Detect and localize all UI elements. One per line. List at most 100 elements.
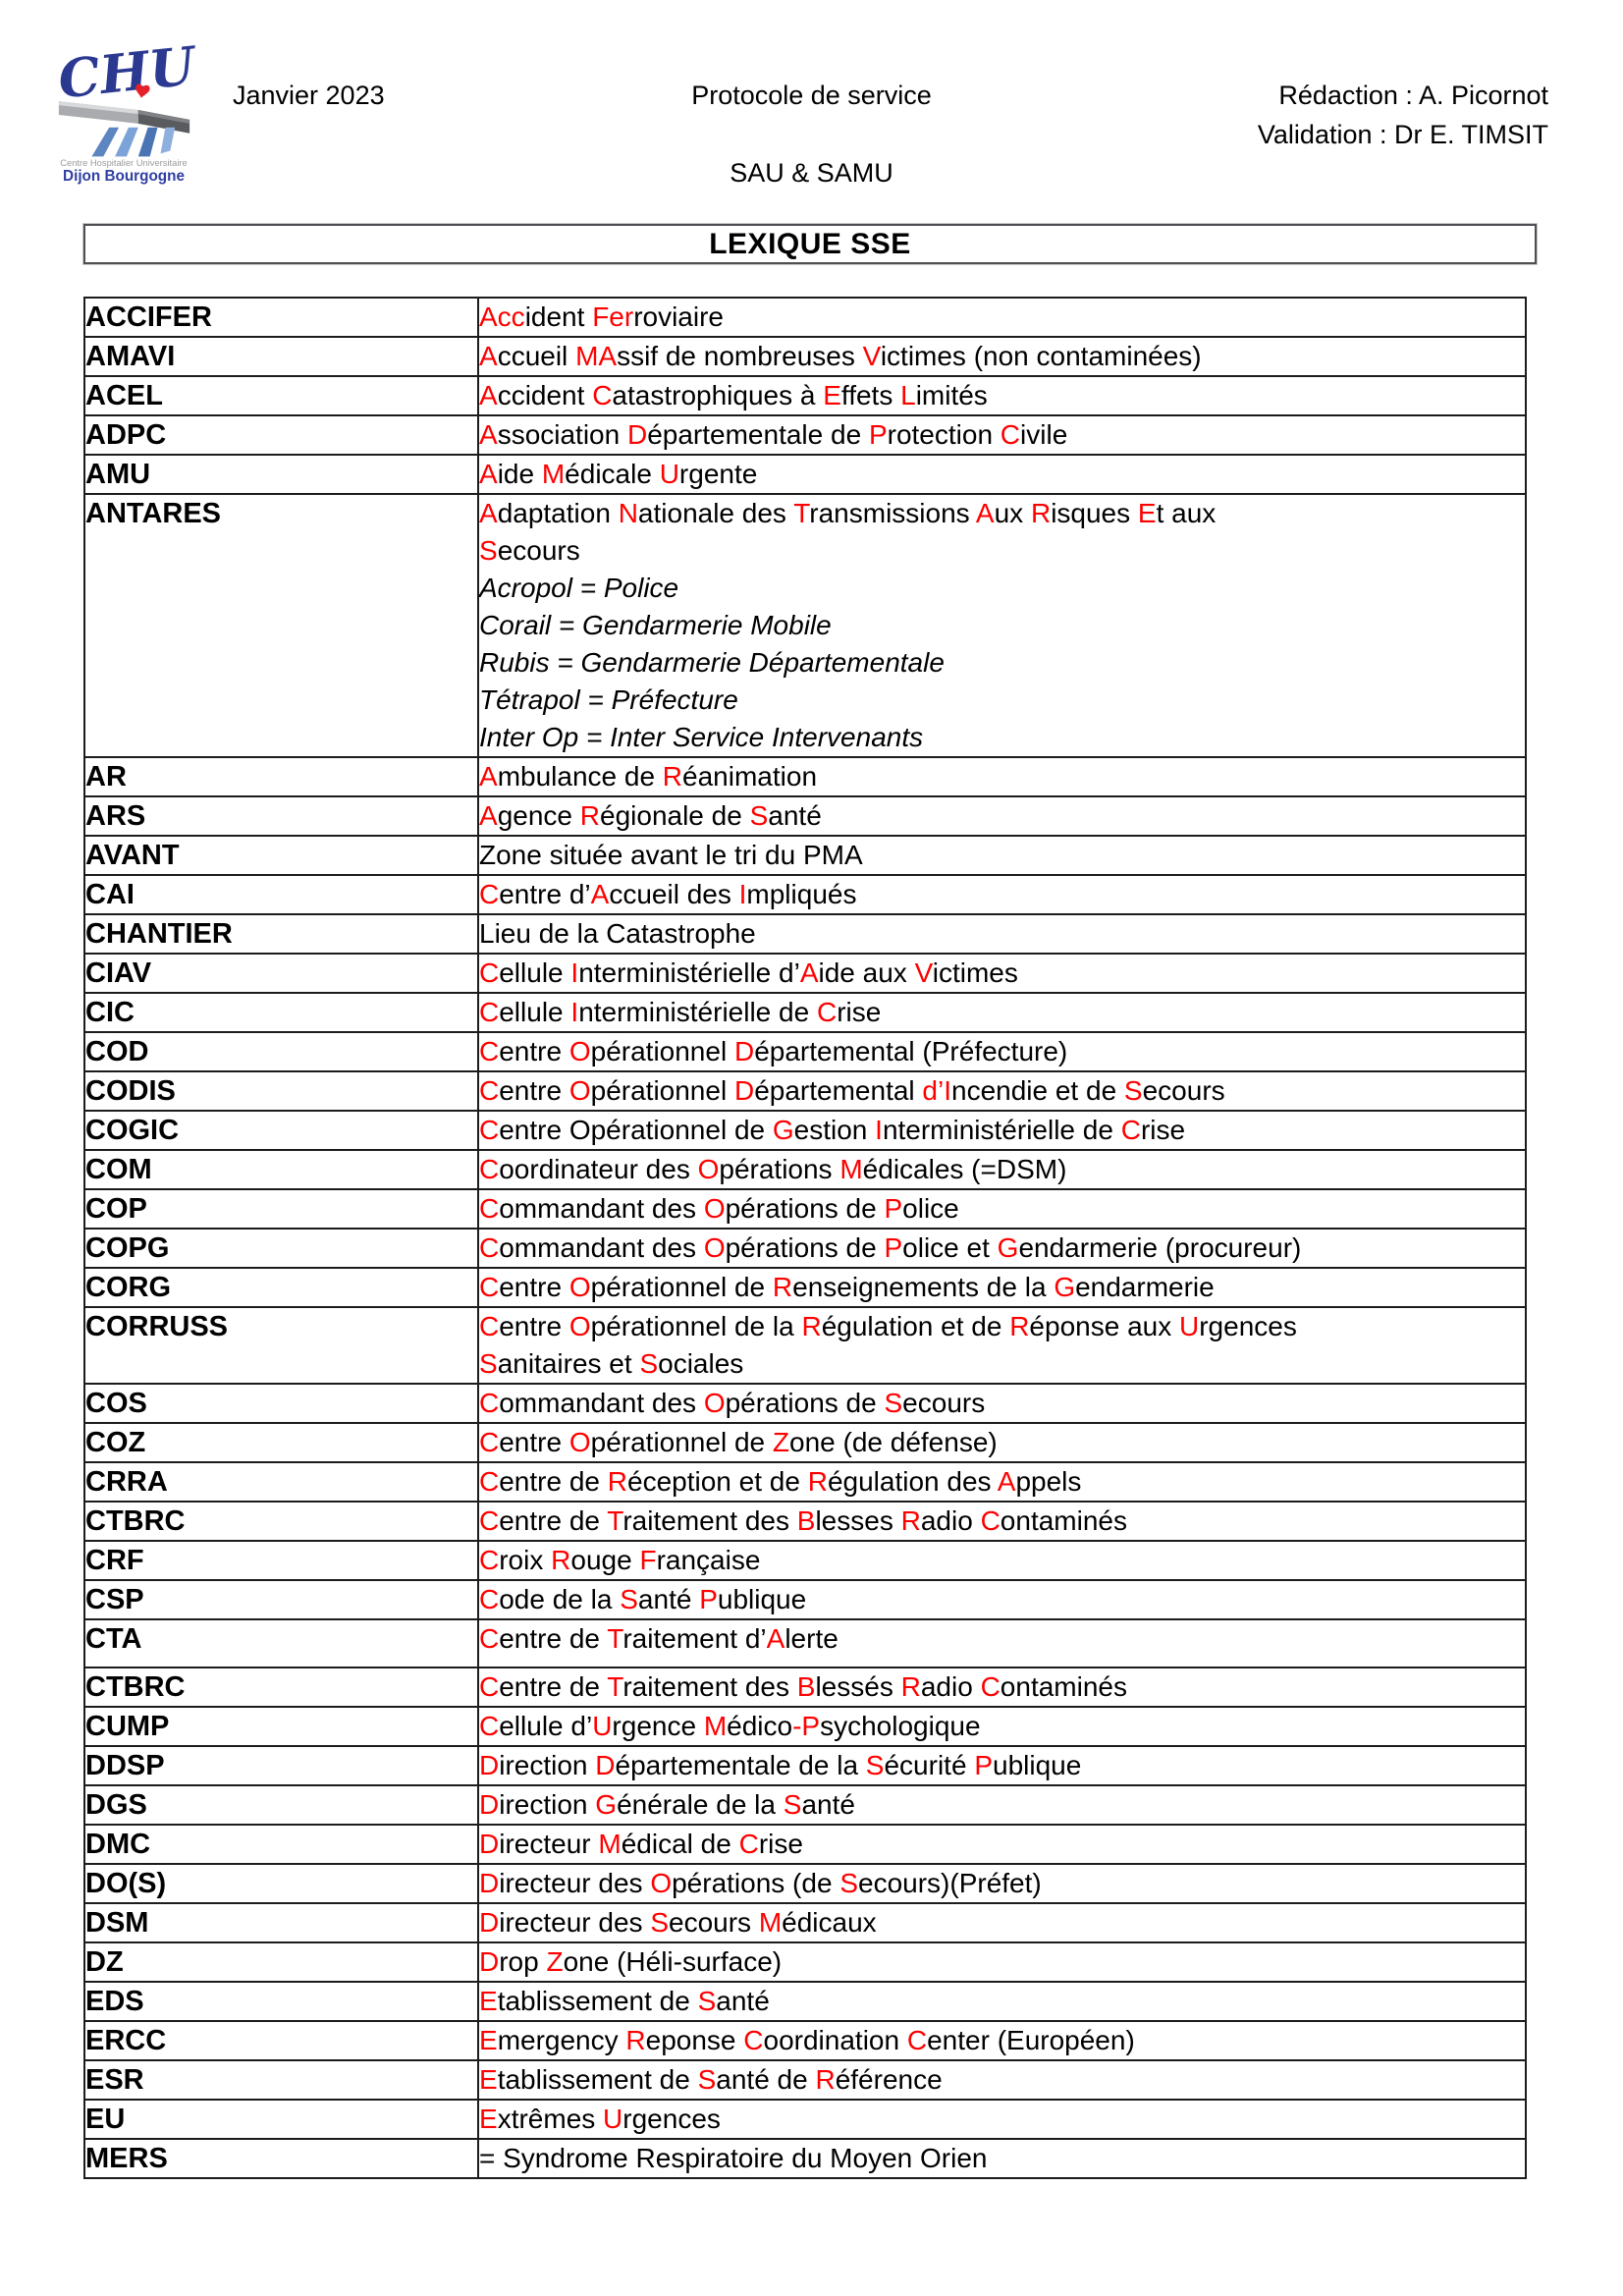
abbreviation-cell: EDS bbox=[83, 1981, 479, 2022]
definition-line: Agence Régionale de Santé bbox=[479, 800, 822, 831]
header-doc-type: Protocole de service bbox=[691, 81, 932, 110]
header-date: Janvier 2023 bbox=[233, 81, 385, 110]
definition-subline: Rubis = Gendarmerie Départementale bbox=[479, 647, 945, 678]
definition-line: Accident Catastrophiques à Effets Limité… bbox=[479, 380, 988, 410]
abbreviation-cell: ERCC bbox=[83, 2020, 479, 2061]
definition-cell: Etablissement de Santé de Référence bbox=[477, 2059, 1527, 2101]
abbreviation-cell: CTA bbox=[83, 1618, 479, 1668]
table-row: DGS Direction Générale de la Santé bbox=[83, 1784, 1527, 1826]
definition-line: Croix Rouge Française bbox=[479, 1545, 761, 1575]
title-box: LEXIQUE SSE bbox=[83, 224, 1537, 264]
heart-icon bbox=[135, 83, 150, 99]
definition-cell: Cellule d’Urgence Médico-Psychologique bbox=[477, 1706, 1527, 1747]
header-validation: Validation : Dr E. TIMSIT bbox=[1257, 120, 1548, 149]
table-row: ESR Etablissement de Santé de Référence bbox=[83, 2059, 1527, 2101]
table-row: CUMP Cellule d’Urgence Médico-Psychologiq… bbox=[83, 1706, 1527, 1747]
definition-subline: Tétrapol = Préfecture bbox=[479, 684, 738, 715]
definition-cell: Coordinateur des Opérations Médicales (=… bbox=[477, 1149, 1527, 1190]
definition-line: Commandant des Opérations de Police et G… bbox=[479, 1232, 1302, 1263]
abbreviation-cell: DMC bbox=[83, 1824, 479, 1865]
abbreviation-cell: CHANTIER bbox=[83, 913, 479, 955]
definition-cell: Etablissement de Santé bbox=[477, 1981, 1527, 2022]
table-row: COPG Commandant des Opérations de Police … bbox=[83, 1228, 1527, 1269]
definition-line: Direction Départementale de la Sécurité … bbox=[479, 1750, 1082, 1780]
definition-cell: Direction Départementale de la Sécurité … bbox=[477, 1745, 1527, 1786]
definition-cell: Centre Opérationnel de Zone (de défense) bbox=[477, 1422, 1527, 1463]
definition-line: Lieu de la Catastrophe bbox=[479, 918, 756, 949]
table-row: CTBRC Centre de Traitement des Blesses Ra… bbox=[83, 1501, 1527, 1542]
abbreviation-cell: CRF bbox=[83, 1540, 479, 1581]
definition-line: Cellule Interministérielle d’Aide aux Vi… bbox=[479, 957, 1018, 988]
logo-acronym: CHU bbox=[55, 39, 196, 111]
definition-cell: Centre Opérationnel de Gestion Intermini… bbox=[477, 1110, 1527, 1151]
definition-cell: Centre de Traitement d’Alerte bbox=[477, 1618, 1527, 1668]
definition-line: Adaptation Nationale des Transmissions A… bbox=[479, 498, 1217, 528]
abbreviation-cell: AMAVI bbox=[83, 336, 479, 377]
definition-line: Centre Opérationnel Départemental d’Ince… bbox=[479, 1075, 1225, 1106]
definition-cell: Zone située avant le tri du PMA bbox=[477, 835, 1527, 876]
abbreviation-cell: DGS bbox=[83, 1784, 479, 1826]
definition-cell: Emergency Reponse Coordination Center (E… bbox=[477, 2020, 1527, 2061]
definition-cell: Centre de Traitement des Blessés Radio C… bbox=[477, 1667, 1527, 1708]
abbreviation-cell: DSM bbox=[83, 1902, 479, 1943]
definition-line: Centre Opérationnel Départemental (Préfe… bbox=[479, 1036, 1068, 1066]
table-row: DDSP Direction Départementale de la Sécur… bbox=[83, 1745, 1527, 1786]
definition-line: Centre Opérationnel de la Régulation et … bbox=[479, 1311, 1297, 1341]
table-row: CTBRC Centre de Traitement des Blessés Ra… bbox=[83, 1667, 1527, 1708]
definition-line: Accident Ferroviaire bbox=[479, 301, 724, 332]
chu-dijon-logo: CHU Centre Hospitalier Universitaire Dij… bbox=[55, 39, 196, 185]
table-row: AMAVI Accueil MAssif de nombreuses Victim… bbox=[83, 336, 1527, 377]
definition-cell: Croix Rouge Française bbox=[477, 1540, 1527, 1581]
definition-cell: Directeur des Secours Médicaux bbox=[477, 1902, 1527, 1943]
table-row: DZ Drop Zone (Héli-surface) bbox=[83, 1941, 1527, 1983]
abbreviation-cell: EU bbox=[83, 2099, 479, 2140]
definition-cell: Ambulance de Réanimation bbox=[477, 756, 1527, 797]
abbreviation-cell: CUMP bbox=[83, 1706, 479, 1747]
table-row: COD Centre Opérationnel Départemental (Pr… bbox=[83, 1031, 1527, 1072]
definition-line: Etablissement de Santé de Référence bbox=[479, 2064, 943, 2095]
abbreviation-cell: ACCIFER bbox=[83, 297, 479, 338]
definition-line: Aide Médicale Urgente bbox=[479, 459, 758, 489]
definition-line: Centre de Traitement d’Alerte bbox=[479, 1623, 839, 1654]
definition-cell: Agence Régionale de Santé bbox=[477, 795, 1527, 837]
abbreviation-cell: COS bbox=[83, 1383, 479, 1424]
table-row: CRF Croix Rouge Française bbox=[83, 1540, 1527, 1581]
definition-cell: Aide Médicale Urgente bbox=[477, 454, 1527, 495]
table-row: ANTARES Adaptation Nationale des Transmis… bbox=[83, 493, 1527, 758]
logo-stripe-2 bbox=[115, 127, 138, 157]
table-row: COP Commandant des Opérations de Police bbox=[83, 1188, 1527, 1230]
definition-line: = Syndrome Respiratoire du Moyen Orien bbox=[479, 2143, 988, 2173]
abbreviation-cell: ACEL bbox=[83, 375, 479, 416]
table-row: ARS Agence Régionale de Santé bbox=[83, 795, 1527, 837]
definition-cell: Lieu de la Catastrophe bbox=[477, 913, 1527, 955]
table-row: AVANT Zone située avant le tri du PMA bbox=[83, 835, 1527, 876]
table-row: DSM Directeur des Secours Médicaux bbox=[83, 1902, 1527, 1943]
abbreviation-cell: ADPC bbox=[83, 414, 479, 456]
abbreviation-cell: DO(S) bbox=[83, 1863, 479, 1904]
definition-line: Ambulance de Réanimation bbox=[479, 761, 818, 792]
definition-subline: Inter Op = Inter Service Intervenants bbox=[479, 722, 924, 752]
definition-line: Drop Zone (Héli-surface) bbox=[479, 1946, 783, 1977]
definition-line: Commandant des Opérations de Secours bbox=[479, 1388, 986, 1418]
definition-line: Coordinateur des Opérations Médicales (=… bbox=[479, 1154, 1067, 1184]
definition-line: Centre d’Accueil des Impliqués bbox=[479, 879, 857, 909]
definition-line: Code de la Santé Publique bbox=[479, 1584, 807, 1614]
definition-line: Direction Générale de la Santé bbox=[479, 1789, 855, 1820]
table-row: ACCIFER Accident Ferroviaire bbox=[83, 297, 1527, 338]
abbreviation-cell: CAI bbox=[83, 874, 479, 915]
table-row: COS Commandant des Opérations de Secours bbox=[83, 1383, 1527, 1424]
abbreviation-cell: DZ bbox=[83, 1941, 479, 1983]
definition-cell: Centre d’Accueil des Impliqués bbox=[477, 874, 1527, 915]
table-row: COGIC Centre Opérationnel de Gestion Inte… bbox=[83, 1110, 1527, 1151]
definition-cell: Cellule Interministérielle de Crise bbox=[477, 992, 1527, 1033]
abbreviation-cell: CORG bbox=[83, 1267, 479, 1308]
abbreviation-cell: COPG bbox=[83, 1228, 479, 1269]
table-row: AR Ambulance de Réanimation bbox=[83, 756, 1527, 797]
table-row: COM Coordinateur des Opérations Médicales… bbox=[83, 1149, 1527, 1190]
abbreviation-cell: DDSP bbox=[83, 1745, 479, 1786]
definition-cell: Drop Zone (Héli-surface) bbox=[477, 1941, 1527, 1983]
table-row: ADPC Association Départementale de Protec… bbox=[83, 414, 1527, 456]
definition-subline: Acropol = Police bbox=[479, 573, 679, 603]
abbreviation-cell: ARS bbox=[83, 795, 479, 837]
table-row: CIC Cellule Interministérielle de Crise bbox=[83, 992, 1527, 1033]
